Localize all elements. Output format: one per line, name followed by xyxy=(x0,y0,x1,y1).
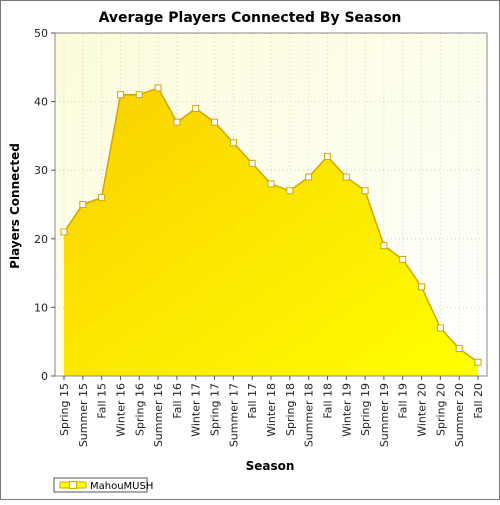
legend-series-name: MahouMUSH xyxy=(90,481,153,492)
y-tick-label: 50 xyxy=(34,27,48,40)
legend-marker-icon xyxy=(69,481,77,489)
y-axis-label: Players Connected xyxy=(8,143,22,269)
x-tick-label: Summer 19 xyxy=(378,383,391,447)
y-tick-label: 0 xyxy=(41,370,48,383)
x-tick-label: Spring 19 xyxy=(359,383,372,436)
data-point-marker xyxy=(211,118,219,126)
data-point-marker xyxy=(342,173,350,181)
x-tick-label: Spring 16 xyxy=(133,383,146,436)
x-axis-label: Season xyxy=(246,459,295,473)
x-axis-ticks: Spring 15 Summer 15 Fall 15 Winter 16 Spring… xyxy=(58,376,485,447)
y-tick-label: 10 xyxy=(34,301,48,314)
data-point-marker xyxy=(229,139,237,147)
data-point-marker xyxy=(267,180,275,188)
x-tick-label: Fall 20 xyxy=(472,383,485,419)
data-point-marker xyxy=(380,242,388,250)
x-tick-label: Winter 17 xyxy=(190,383,203,437)
x-tick-label: Fall 18 xyxy=(321,383,334,419)
data-point-marker xyxy=(436,324,444,332)
data-point-marker xyxy=(192,104,200,112)
data-point-marker xyxy=(98,194,106,202)
x-tick-label: Winter 16 xyxy=(114,383,127,437)
x-tick-label: Spring 20 xyxy=(434,383,447,436)
data-point-marker xyxy=(60,228,68,236)
data-point-marker xyxy=(361,187,369,195)
x-tick-label: Fall 17 xyxy=(246,383,259,419)
x-tick-label: Summer 20 xyxy=(453,383,466,447)
data-point-marker xyxy=(173,118,181,126)
x-tick-label: Fall 16 xyxy=(171,383,184,419)
x-tick-label: Summer 16 xyxy=(152,383,165,447)
data-point-marker xyxy=(286,187,294,195)
data-point-marker xyxy=(418,283,426,291)
area-fill xyxy=(64,87,478,376)
data-point-marker xyxy=(116,91,124,99)
data-point-marker xyxy=(135,91,143,99)
y-axis-ticks: 0 10 20 30 40 50 xyxy=(34,27,55,383)
x-tick-label: Summer 17 xyxy=(227,383,240,447)
data-point-marker xyxy=(79,201,87,208)
data-point-marker xyxy=(248,159,256,167)
chart-title: Average Players Connected By Season xyxy=(99,10,402,26)
x-tick-label: Spring 17 xyxy=(209,383,222,436)
y-tick-label: 20 xyxy=(34,233,48,246)
x-tick-label: Summer 15 xyxy=(77,383,90,447)
data-point-marker xyxy=(474,358,482,366)
y-tick-label: 30 xyxy=(34,164,48,177)
x-tick-label: Spring 15 xyxy=(58,383,71,436)
data-point-marker xyxy=(455,345,463,353)
series-markers xyxy=(60,84,482,366)
data-point-marker xyxy=(323,152,331,160)
data-point-marker xyxy=(154,84,162,92)
y-tick-label: 40 xyxy=(34,96,48,109)
legend: MahouMUSH xyxy=(53,477,153,493)
data-point-marker xyxy=(399,255,407,263)
x-tick-label: Winter 20 xyxy=(416,383,429,437)
x-tick-label: Fall 15 xyxy=(96,383,109,419)
data-point-marker xyxy=(305,173,313,181)
x-tick-label: Spring 18 xyxy=(284,383,297,436)
x-tick-label: Winter 19 xyxy=(340,383,353,437)
x-tick-label: Fall 19 xyxy=(397,383,410,419)
x-tick-label: Winter 18 xyxy=(265,383,278,437)
x-tick-label: Summer 18 xyxy=(303,383,316,447)
